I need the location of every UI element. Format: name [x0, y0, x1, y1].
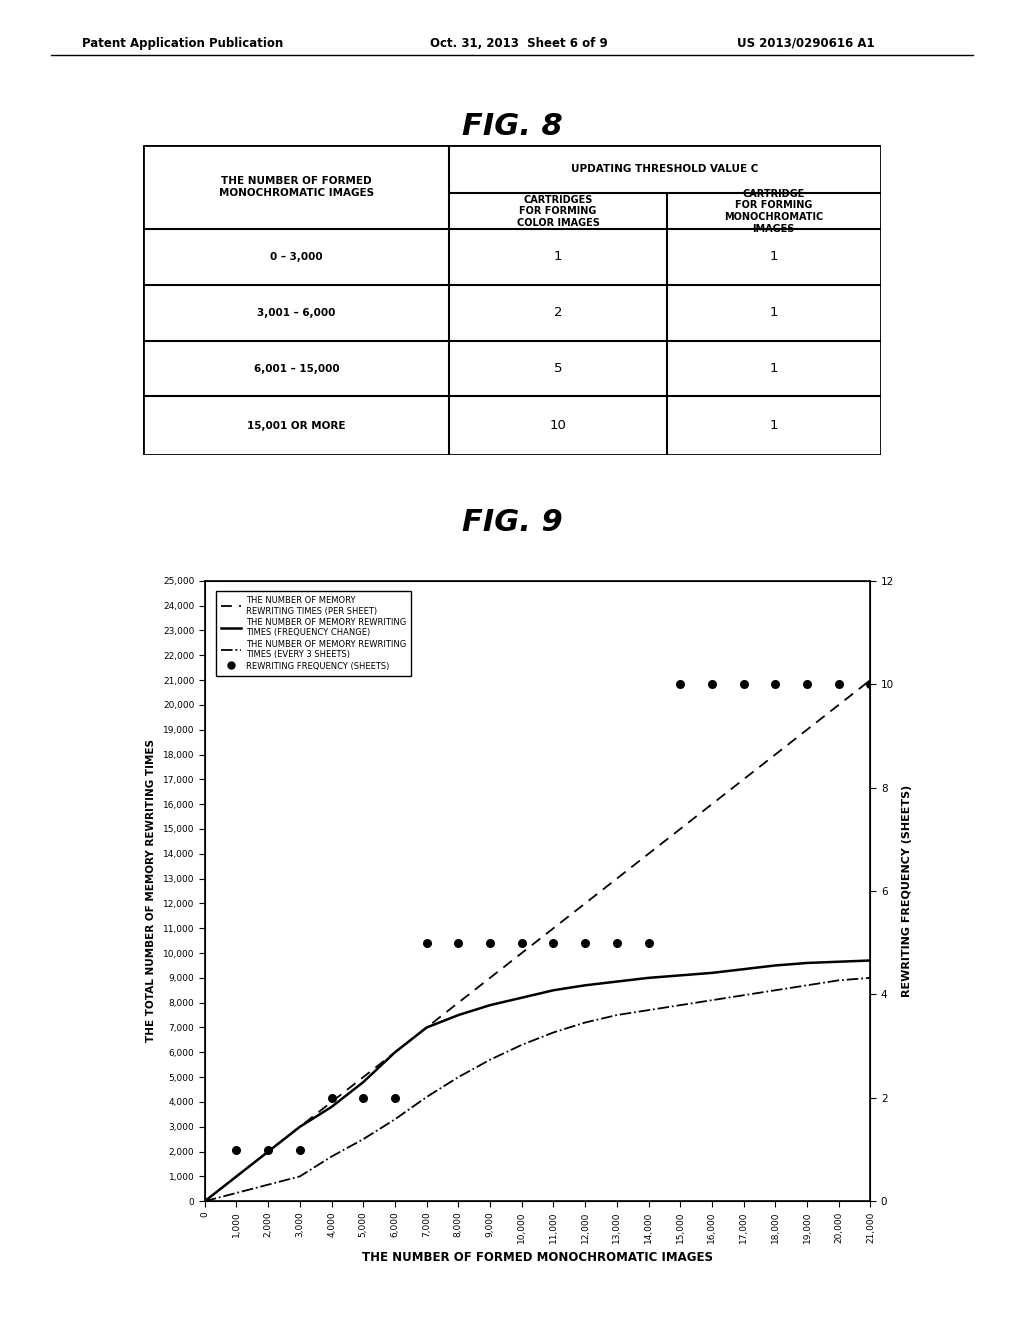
Point — [260, 1139, 276, 1160]
Point — [608, 932, 625, 953]
Point — [735, 673, 752, 694]
Point — [577, 932, 593, 953]
Point — [545, 932, 561, 953]
Point — [767, 673, 783, 694]
Text: FIG. 9: FIG. 9 — [462, 508, 562, 537]
Text: UPDATING THRESHOLD VALUE C: UPDATING THRESHOLD VALUE C — [571, 164, 759, 174]
Text: 1: 1 — [554, 251, 562, 264]
Text: 5: 5 — [554, 362, 562, 375]
Text: CARTRIDGES
FOR FORMING
COLOR IMAGES: CARTRIDGES FOR FORMING COLOR IMAGES — [517, 194, 599, 228]
Text: 3,001 – 6,000: 3,001 – 6,000 — [257, 308, 336, 318]
X-axis label: THE NUMBER OF FORMED MONOCHROMATIC IMAGES: THE NUMBER OF FORMED MONOCHROMATIC IMAGE… — [362, 1251, 713, 1265]
Point — [324, 1088, 340, 1109]
Text: 1: 1 — [769, 306, 778, 319]
Text: THE NUMBER OF FORMED
MONOCHROMATIC IMAGES: THE NUMBER OF FORMED MONOCHROMATIC IMAGE… — [219, 177, 374, 198]
Legend: THE NUMBER OF MEMORY
REWRITING TIMES (PER SHEET), THE NUMBER OF MEMORY REWRITING: THE NUMBER OF MEMORY REWRITING TIMES (PE… — [216, 591, 411, 676]
Point — [703, 673, 720, 694]
Point — [514, 932, 530, 953]
Text: 1: 1 — [769, 251, 778, 264]
Text: 0 – 3,000: 0 – 3,000 — [270, 252, 323, 261]
Point — [419, 932, 435, 953]
Point — [862, 673, 879, 694]
Point — [228, 1139, 245, 1160]
Text: 2: 2 — [554, 306, 562, 319]
Text: 10: 10 — [550, 420, 566, 433]
Y-axis label: THE TOTAL NUMBER OF MEMORY REWRITING TIMES: THE TOTAL NUMBER OF MEMORY REWRITING TIM… — [146, 739, 156, 1043]
Point — [830, 673, 847, 694]
Text: FIG. 8: FIG. 8 — [462, 112, 562, 141]
Text: US 2013/0290616 A1: US 2013/0290616 A1 — [737, 37, 874, 50]
Y-axis label: REWRITING FREQUENCY (SHEETS): REWRITING FREQUENCY (SHEETS) — [902, 785, 912, 997]
Point — [672, 673, 688, 694]
Point — [482, 932, 499, 953]
Point — [387, 1088, 403, 1109]
Text: 1: 1 — [769, 362, 778, 375]
Point — [355, 1088, 372, 1109]
Point — [292, 1139, 308, 1160]
Text: Patent Application Publication: Patent Application Publication — [82, 37, 284, 50]
Text: CARTRIDGE
FOR FORMING
MONOCHROMATIC
IMAGES: CARTRIDGE FOR FORMING MONOCHROMATIC IMAG… — [724, 189, 823, 234]
Point — [451, 932, 467, 953]
Text: 6,001 – 15,000: 6,001 – 15,000 — [254, 363, 339, 374]
Text: Oct. 31, 2013  Sheet 6 of 9: Oct. 31, 2013 Sheet 6 of 9 — [430, 37, 608, 50]
Point — [640, 932, 656, 953]
Text: 1: 1 — [769, 420, 778, 433]
Text: 15,001 OR MORE: 15,001 OR MORE — [247, 421, 345, 430]
Point — [799, 673, 815, 694]
